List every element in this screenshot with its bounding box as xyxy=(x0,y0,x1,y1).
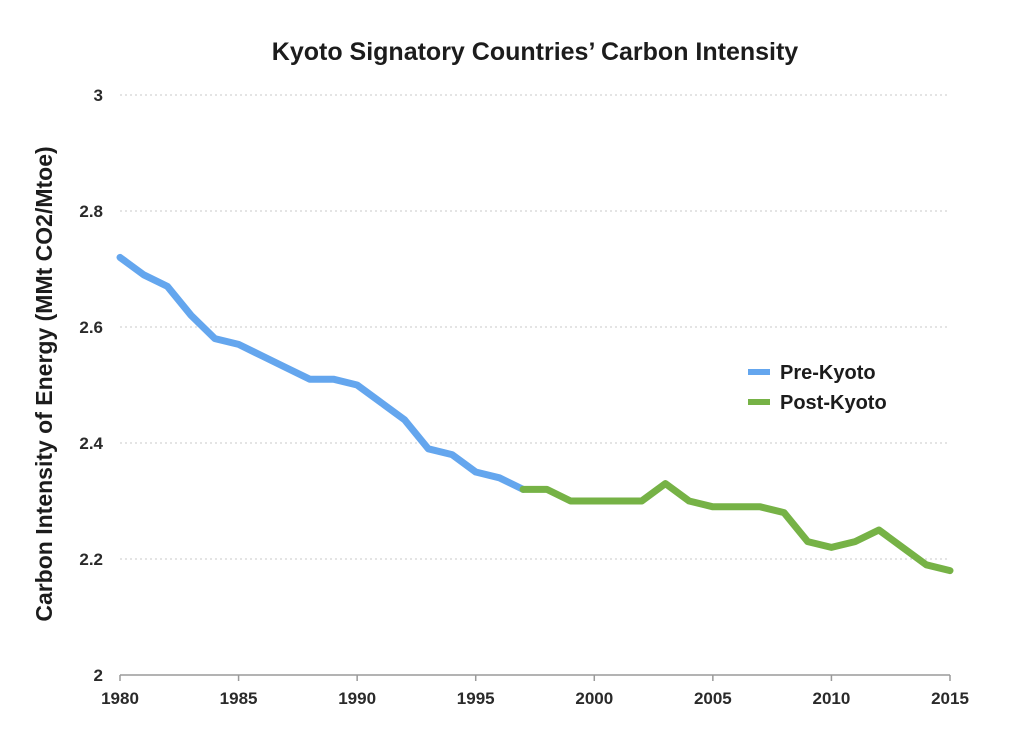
series-lines xyxy=(116,253,954,575)
y-axis-label: Carbon Intensity of Energy (MMt CO2/Mtoe… xyxy=(31,146,57,621)
x-tick-labels: 1980 1985 1990 1995 2000 2005 2010 2015 xyxy=(101,689,969,708)
series-line-post-kyoto xyxy=(519,480,954,575)
legend: Pre-Kyoto Post-Kyoto xyxy=(748,362,887,414)
x-tick-label: 1990 xyxy=(338,689,376,708)
y-tick-label: 2 xyxy=(94,666,103,685)
x-tick-label: 2005 xyxy=(694,689,732,708)
x-tick-label: 1980 xyxy=(101,689,139,708)
x-tick-label: 2015 xyxy=(931,689,969,708)
y-tick-labels: 2 2.2 2.4 2.6 2.8 3 xyxy=(79,86,103,685)
y-tick-label: 3 xyxy=(94,86,103,105)
x-tick-label: 1995 xyxy=(457,689,495,708)
axes xyxy=(119,674,951,681)
x-tick-label: 2010 xyxy=(813,689,851,708)
x-tick-label: 2000 xyxy=(575,689,613,708)
series-line-pre-kyoto xyxy=(116,253,527,493)
legend-label: Post-Kyoto xyxy=(780,392,887,414)
grid-lines xyxy=(120,94,950,560)
y-tick-label: 2.8 xyxy=(79,202,103,221)
y-tick-label: 2.4 xyxy=(79,434,103,453)
chart-title: Kyoto Signatory Countries’ Carbon Intens… xyxy=(272,38,799,66)
x-tick-label: 1985 xyxy=(220,689,258,708)
legend-label: Pre-Kyoto xyxy=(780,362,876,384)
y-tick-label: 2.6 xyxy=(79,318,103,337)
y-tick-label: 2.2 xyxy=(79,550,103,569)
